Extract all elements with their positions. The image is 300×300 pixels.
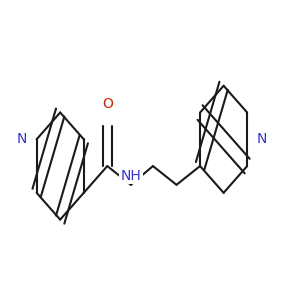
Text: N: N — [257, 132, 267, 146]
Text: O: O — [102, 97, 113, 111]
Text: NH: NH — [121, 169, 141, 183]
Text: N: N — [17, 132, 27, 146]
